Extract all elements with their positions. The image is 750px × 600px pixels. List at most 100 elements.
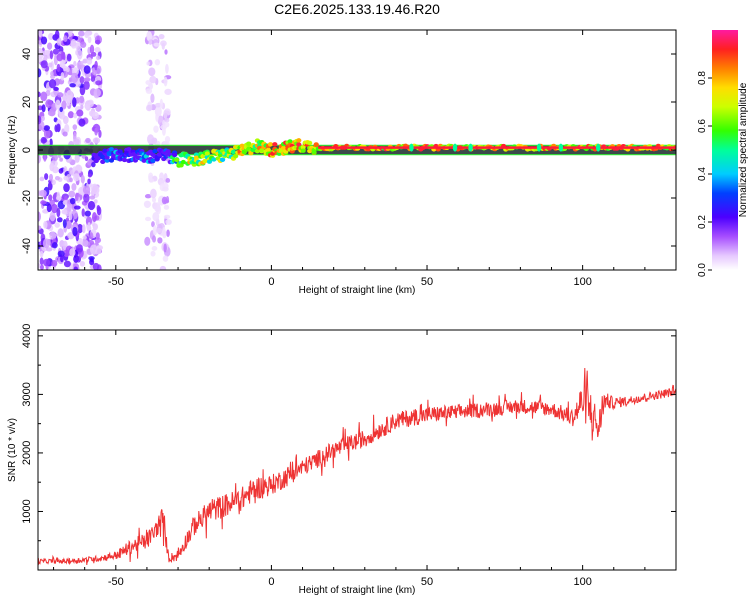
ridge-cell bbox=[108, 147, 115, 152]
noise-cell bbox=[85, 137, 91, 143]
x-tick-label: -50 bbox=[108, 276, 124, 288]
ridge-cell bbox=[95, 155, 101, 161]
noise-cell bbox=[148, 67, 156, 77]
noise-cell bbox=[68, 210, 73, 221]
noise-cell bbox=[69, 83, 76, 88]
ridge-cell bbox=[141, 158, 147, 163]
noise-cell bbox=[55, 99, 61, 110]
noise-cell bbox=[154, 58, 161, 66]
noise-cell bbox=[38, 68, 42, 78]
y-tick-label: 1000 bbox=[21, 499, 33, 523]
noise-cell bbox=[86, 57, 93, 65]
noise-cell bbox=[62, 209, 68, 215]
ridge-cell bbox=[152, 148, 158, 154]
noise-cell bbox=[145, 88, 153, 94]
noise-cell bbox=[72, 124, 78, 130]
noise-cell bbox=[80, 41, 87, 48]
noise-cell bbox=[166, 229, 170, 238]
noise-cell bbox=[83, 77, 91, 82]
noise-cell bbox=[68, 190, 76, 198]
noise-cell bbox=[95, 80, 103, 86]
colorbar-tick-label: 0.0 bbox=[697, 263, 708, 277]
noise-cell bbox=[163, 243, 167, 253]
noise-cell bbox=[54, 175, 60, 181]
ridge-cell bbox=[117, 149, 123, 154]
noise-cell bbox=[46, 140, 51, 146]
snr-series-line bbox=[38, 367, 676, 566]
noise-cell bbox=[80, 104, 84, 110]
snr-y-axis-label: SNR (10 * v/v) bbox=[7, 418, 18, 482]
noise-cell bbox=[69, 177, 73, 183]
noise-cell bbox=[154, 202, 161, 213]
noise-cell bbox=[79, 76, 85, 84]
noise-cell bbox=[158, 33, 165, 40]
ridge-cell bbox=[165, 149, 171, 154]
spectrogram-panel: -50 0 50 100 -40 -20 0 20 40 Height of straight … bbox=[7, 29, 677, 296]
noise-cell bbox=[84, 210, 91, 217]
noise-cell bbox=[89, 195, 96, 200]
noise-cell bbox=[54, 30, 60, 40]
noise-cell bbox=[89, 44, 95, 54]
noise-cell bbox=[92, 137, 101, 144]
noise-cell bbox=[82, 58, 88, 64]
noise-cell bbox=[48, 194, 53, 201]
ridge-cell bbox=[287, 139, 293, 144]
noise-cell bbox=[73, 255, 79, 263]
colorbar-tick-label: 0.4 bbox=[697, 167, 708, 181]
colorbar-tick-label: 0.8 bbox=[697, 71, 708, 85]
noise-cell bbox=[38, 211, 41, 222]
chart-title: C2E6.2025.133.19.46.R20 bbox=[274, 1, 440, 17]
noise-cell bbox=[51, 259, 58, 267]
noise-cell bbox=[38, 115, 42, 125]
noise-cell bbox=[73, 173, 80, 182]
noise-cell bbox=[65, 219, 72, 230]
noise-cell bbox=[49, 211, 56, 222]
noise-cell bbox=[83, 80, 90, 90]
noise-cell bbox=[40, 115, 45, 122]
ridge-cell bbox=[104, 158, 110, 163]
noise-cell bbox=[42, 50, 50, 56]
ridge-feature bbox=[595, 143, 601, 152]
noise-cell bbox=[165, 63, 169, 74]
noise-cell bbox=[144, 194, 152, 199]
colorbar-ticks: 0.0 0.2 0.4 0.6 0.8 bbox=[697, 71, 712, 277]
ridge-cell bbox=[172, 152, 178, 158]
ridge-cell bbox=[311, 150, 317, 155]
noise-cell bbox=[57, 250, 65, 258]
snr-frame bbox=[37, 329, 677, 571]
colorbar-gradient bbox=[712, 30, 738, 270]
ridge-cell bbox=[259, 148, 265, 153]
noise-cell bbox=[149, 75, 157, 84]
noise-cell bbox=[44, 173, 49, 180]
noise-cell bbox=[92, 69, 97, 76]
x-tick-label: 50 bbox=[421, 276, 433, 288]
ridge-cell bbox=[300, 148, 306, 153]
noise-cell bbox=[47, 110, 56, 117]
noise-cell bbox=[93, 88, 102, 97]
noise-cell bbox=[150, 188, 157, 199]
y-tick-label: 2000 bbox=[21, 441, 33, 465]
noise-cell bbox=[41, 138, 48, 143]
noise-cell bbox=[145, 80, 151, 85]
noise-cell bbox=[89, 244, 98, 255]
noise-cell bbox=[84, 156, 89, 162]
noise-cell bbox=[63, 183, 70, 193]
noise-cell bbox=[58, 168, 64, 174]
noise-cell bbox=[155, 112, 159, 122]
noise-cell bbox=[79, 95, 85, 104]
noise-cell bbox=[87, 221, 91, 231]
noise-cell bbox=[91, 211, 97, 223]
noise-cell bbox=[69, 248, 76, 257]
ridge-cell bbox=[150, 158, 156, 163]
noise-cell bbox=[98, 84, 103, 90]
noise-cell bbox=[62, 218, 67, 229]
noise-cell bbox=[82, 235, 87, 240]
noise-cell bbox=[69, 197, 76, 205]
noise-cell bbox=[92, 262, 100, 270]
noise-cell bbox=[46, 203, 52, 213]
noise-cell bbox=[164, 49, 168, 55]
noise-cell bbox=[66, 66, 70, 73]
noise-cell bbox=[73, 60, 77, 67]
noise-cell bbox=[163, 109, 168, 119]
